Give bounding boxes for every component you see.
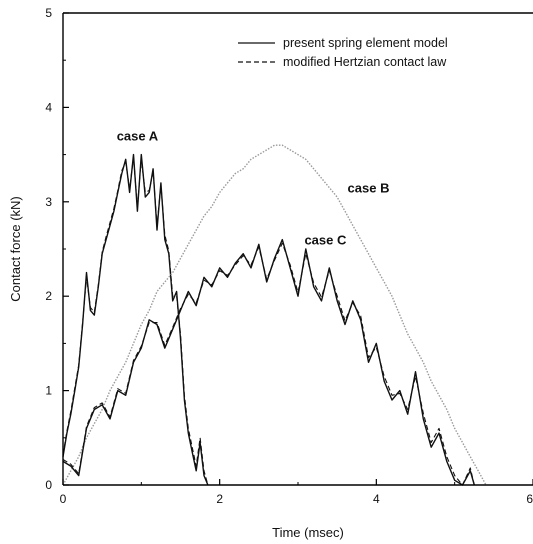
y-tick-label: 1 xyxy=(45,384,52,398)
legend-label-present-model: present spring element model xyxy=(283,36,448,50)
series-line-case-b-dotted xyxy=(62,144,487,486)
x-tick-label: 2 xyxy=(216,492,223,506)
series-line-case-a-dashed xyxy=(62,156,209,486)
series-line-case-c-dashed xyxy=(62,242,475,486)
legend: present spring element model modified He… xyxy=(238,36,448,69)
y-tick-label: 2 xyxy=(45,289,52,303)
y-tick-label: 5 xyxy=(45,6,52,20)
y-tick-label: 0 xyxy=(45,478,52,492)
y-tick-label: 4 xyxy=(45,100,52,114)
x-tick-label: 0 xyxy=(60,492,67,506)
y-axis-label: Contact force (kN) xyxy=(8,196,23,301)
axes-layer xyxy=(62,12,533,486)
series-layer xyxy=(62,144,487,486)
legend-label-hertzian-law: modified Hertzian contact law xyxy=(283,55,447,69)
x-tick-label: 6 xyxy=(526,492,533,506)
series-line-case-c-solid xyxy=(62,238,475,486)
x-axis-label: Time (msec) xyxy=(272,525,344,540)
annotation-case-c: case C xyxy=(304,232,347,247)
annotation-case-a: case A xyxy=(117,128,159,143)
y-tick-label: 3 xyxy=(45,195,52,209)
ticks-layer: 0 1 2 3 4 5 0 2 4 6 xyxy=(45,6,533,506)
x-tick-label: 4 xyxy=(373,492,380,506)
annotation-case-b: case B xyxy=(348,180,390,195)
